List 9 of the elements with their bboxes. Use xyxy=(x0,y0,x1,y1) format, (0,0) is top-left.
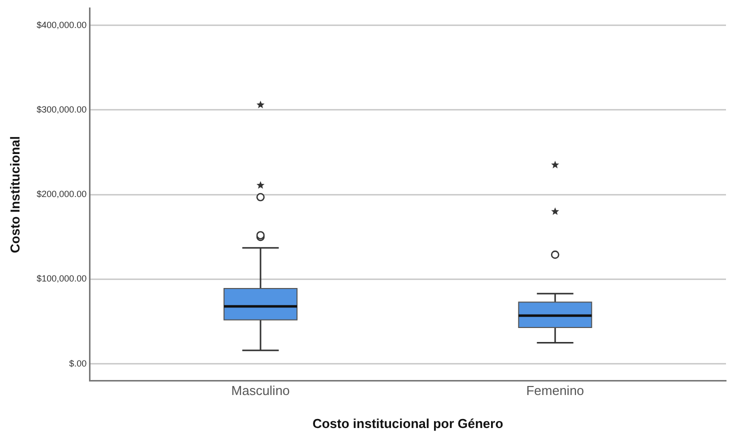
y-tick-label: $200,000.00 xyxy=(36,189,87,200)
x-tick-label: Femenino xyxy=(526,383,584,398)
y-tick-label: $300,000.00 xyxy=(36,104,87,114)
x-tick-label: Masculino xyxy=(231,383,290,398)
y-tick-label: $.00 xyxy=(69,358,87,368)
x-axis-title: Costo institucional por Género xyxy=(312,416,504,431)
y-tick-label: $400,000.00 xyxy=(36,20,87,30)
y-axis-title: Costo Institucional xyxy=(7,136,22,254)
y-tick-label: $100,000.00 xyxy=(36,274,87,284)
